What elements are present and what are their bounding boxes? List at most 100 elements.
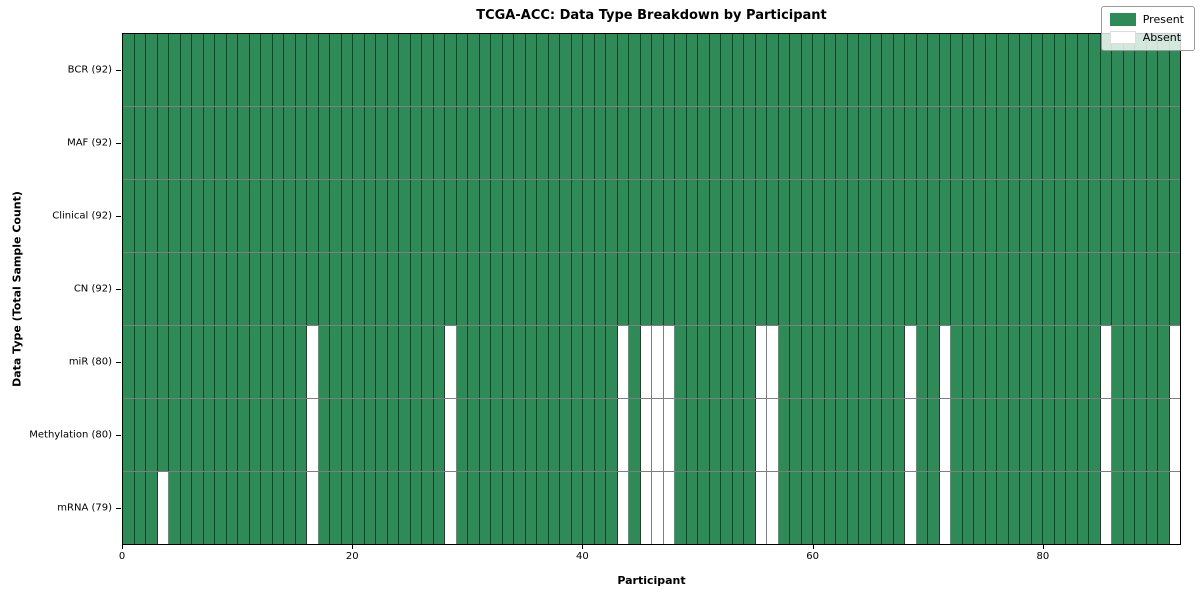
x-axis-label: Participant bbox=[617, 574, 686, 587]
cell-present bbox=[502, 472, 514, 544]
cell-present bbox=[146, 34, 158, 106]
cell-present bbox=[640, 253, 652, 325]
cell-present bbox=[686, 180, 698, 252]
cell-present bbox=[134, 472, 146, 544]
cell-present bbox=[893, 399, 905, 471]
cell-present bbox=[215, 253, 227, 325]
cell-present bbox=[1135, 326, 1147, 398]
cell-present bbox=[721, 34, 733, 106]
x-tick-label: 40 bbox=[576, 551, 589, 562]
cell-present bbox=[502, 399, 514, 471]
cell-present bbox=[353, 253, 365, 325]
cell-present bbox=[479, 399, 491, 471]
cell-present bbox=[1054, 253, 1066, 325]
cell-present bbox=[410, 180, 422, 252]
cell-present bbox=[284, 34, 296, 106]
cell-absent bbox=[307, 399, 319, 471]
cell-present bbox=[376, 326, 388, 398]
cell-present bbox=[1031, 399, 1043, 471]
cell-present bbox=[1043, 180, 1055, 252]
cell-present bbox=[180, 34, 192, 106]
cell-present bbox=[744, 34, 756, 106]
cell-present bbox=[939, 34, 951, 106]
cell-present bbox=[272, 180, 284, 252]
cell-present bbox=[801, 472, 813, 544]
cell-absent bbox=[1100, 399, 1112, 471]
cell-present bbox=[698, 180, 710, 252]
cell-present bbox=[353, 34, 365, 106]
cell-present bbox=[916, 34, 928, 106]
cell-present bbox=[985, 107, 997, 179]
cell-present bbox=[560, 399, 572, 471]
cell-present bbox=[410, 107, 422, 179]
cell-present bbox=[962, 472, 974, 544]
y-tick-mark bbox=[116, 215, 121, 217]
cell-present bbox=[491, 34, 503, 106]
cell-present bbox=[801, 107, 813, 179]
cell-present bbox=[525, 472, 537, 544]
cell-present bbox=[606, 180, 618, 252]
cell-present bbox=[767, 107, 779, 179]
cell-present bbox=[238, 326, 250, 398]
cell-absent bbox=[939, 399, 951, 471]
cell-present bbox=[376, 472, 388, 544]
cell-present bbox=[790, 34, 802, 106]
cell-present bbox=[859, 107, 871, 179]
cell-present bbox=[330, 180, 342, 252]
cell-present bbox=[675, 399, 687, 471]
cell-present bbox=[226, 107, 238, 179]
cell-present bbox=[1100, 34, 1112, 106]
cell-absent bbox=[1100, 326, 1112, 398]
cell-present bbox=[123, 326, 135, 398]
cell-present bbox=[836, 399, 848, 471]
cell-present bbox=[548, 399, 560, 471]
cell-present bbox=[974, 399, 986, 471]
cell-present bbox=[548, 180, 560, 252]
cell-present bbox=[583, 472, 595, 544]
cell-present bbox=[537, 472, 549, 544]
cell-present bbox=[870, 326, 882, 398]
cell-present bbox=[1043, 326, 1055, 398]
cell-present bbox=[755, 107, 767, 179]
cell-present bbox=[951, 472, 963, 544]
cell-present bbox=[1054, 34, 1066, 106]
y-tick-mark bbox=[116, 289, 121, 290]
cell-present bbox=[261, 399, 273, 471]
cell-present bbox=[939, 180, 951, 252]
cell-present bbox=[1089, 180, 1101, 252]
cell-present bbox=[813, 180, 825, 252]
cell-present bbox=[123, 34, 135, 106]
cell-present bbox=[353, 399, 365, 471]
cell-present bbox=[836, 472, 848, 544]
cell-present bbox=[882, 326, 894, 398]
cell-present bbox=[479, 34, 491, 106]
cell-present bbox=[882, 180, 894, 252]
cell-present bbox=[1112, 107, 1124, 179]
cell-present bbox=[479, 180, 491, 252]
cell-present bbox=[1020, 326, 1032, 398]
cell-present bbox=[1135, 472, 1147, 544]
cell-present bbox=[928, 253, 940, 325]
cell-present bbox=[560, 180, 572, 252]
cell-absent bbox=[767, 326, 779, 398]
cell-present bbox=[698, 472, 710, 544]
cell-present bbox=[468, 472, 480, 544]
cell-absent bbox=[157, 472, 169, 544]
cell-present bbox=[870, 34, 882, 106]
cell-present bbox=[479, 107, 491, 179]
cell-present bbox=[456, 326, 468, 398]
cell-present bbox=[272, 253, 284, 325]
cell-absent bbox=[1169, 399, 1180, 471]
cell-present bbox=[1146, 34, 1158, 106]
cell-present bbox=[571, 180, 583, 252]
cell-present bbox=[203, 326, 215, 398]
cell-present bbox=[652, 253, 664, 325]
cell-present bbox=[318, 399, 330, 471]
x-tick-label: 60 bbox=[806, 551, 820, 562]
cell-present bbox=[836, 180, 848, 252]
cell-present bbox=[560, 472, 572, 544]
cell-present bbox=[767, 180, 779, 252]
cell-present bbox=[813, 34, 825, 106]
cell-present bbox=[939, 253, 951, 325]
